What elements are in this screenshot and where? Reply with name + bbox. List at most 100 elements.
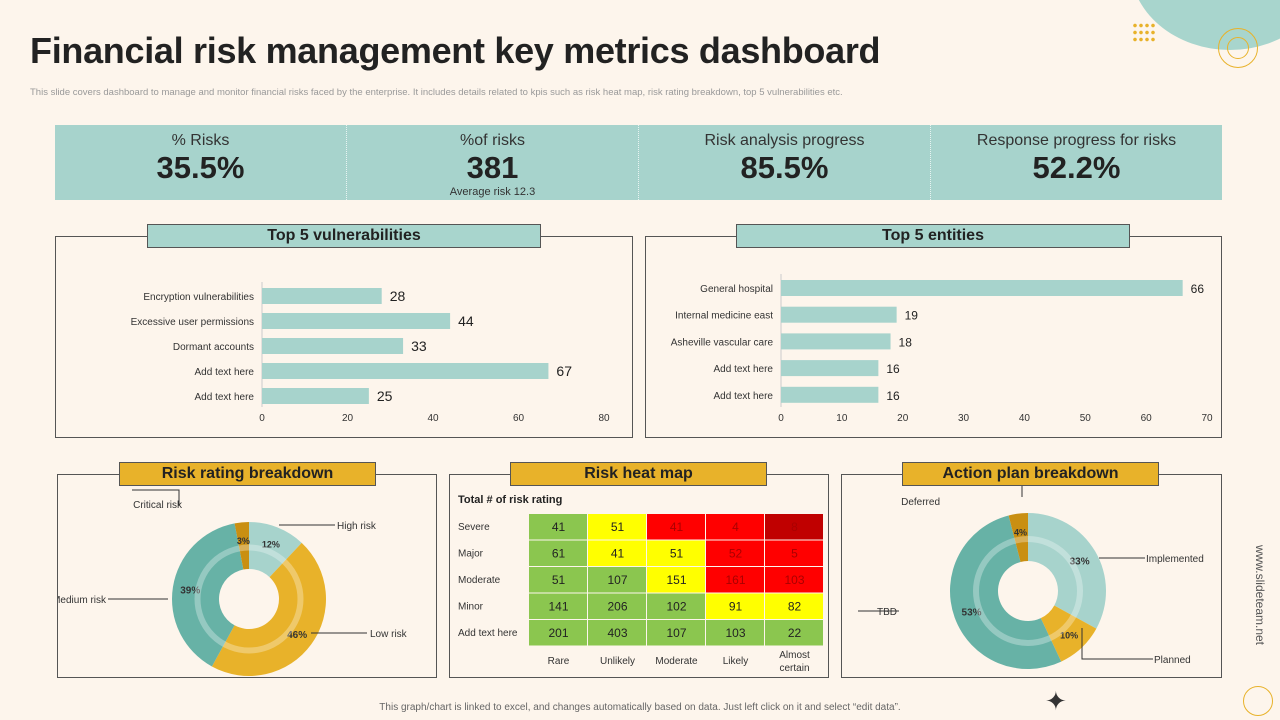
bar xyxy=(781,386,879,403)
vulnerabilities-title: Top 5 vulnerabilities xyxy=(147,224,541,248)
row-label: Severe xyxy=(458,522,490,533)
heatmap-cell-value: 151 xyxy=(666,573,686,587)
row-label: Moderate xyxy=(458,575,501,586)
heatmap-cell-value: 51 xyxy=(552,573,566,587)
tick-label: 80 xyxy=(598,413,610,424)
heatmap-cell xyxy=(765,567,823,593)
kpi-response-progress: Response progress for risks 52.2% xyxy=(931,125,1222,200)
inner-ring xyxy=(973,536,1083,646)
slice-percent-label: 3% xyxy=(237,536,250,546)
tick-label: 60 xyxy=(1141,413,1153,424)
heatmap-cell-value: 161 xyxy=(725,573,745,587)
bar xyxy=(781,280,1183,296)
bar xyxy=(781,360,879,377)
data-label: 18 xyxy=(899,335,913,349)
tick-label: 0 xyxy=(778,413,784,424)
heatmap-cell xyxy=(706,620,764,646)
heatmap-cell xyxy=(706,567,764,593)
donut-slice xyxy=(249,522,302,578)
slice-name-label: Planned xyxy=(1154,655,1191,666)
heatmap-cell-value: 206 xyxy=(607,600,627,614)
category-label: Add text here xyxy=(195,392,255,403)
entities-chart: General hospital 66 Internal medicine east… xyxy=(671,274,1213,424)
donut-slice xyxy=(1040,605,1097,662)
heatmap-cell xyxy=(529,620,587,646)
kpi-label: % Risks xyxy=(171,132,230,149)
leader-line xyxy=(1081,628,1153,660)
footer-note: This graph/chart is linked to excel, and… xyxy=(379,702,901,713)
heatmap-cell-value: 51 xyxy=(670,547,684,561)
slice-name-label: TBD xyxy=(877,607,897,618)
heatmap-title: Risk heat map xyxy=(510,462,767,486)
heatmap-cell-value: 41 xyxy=(611,547,625,561)
heatmap-cell-value: 91 xyxy=(729,600,743,614)
donut-slice xyxy=(1028,513,1106,629)
heatmap-panel: Total # of risk rating Severe 41 51 41 4 8 Majo… xyxy=(449,474,829,678)
heatmap-cell xyxy=(588,567,646,593)
slice-percent-label: 39% xyxy=(180,586,200,597)
data-label: 67 xyxy=(556,363,572,379)
data-label: 44 xyxy=(458,313,474,329)
category-label: Internal medicine east xyxy=(675,311,773,322)
heatmap-cell-value: 8 xyxy=(791,520,798,534)
action-plan-donut: 33% Implemented 10% Planned 53% TBD 4% Deferred xyxy=(858,484,1204,669)
heatmap-cell xyxy=(647,593,705,619)
kpi-label: Response progress for risks xyxy=(976,132,1177,149)
kpi-label: Risk analysis progress xyxy=(704,132,865,149)
donut-slice xyxy=(234,522,249,570)
heatmap-cell xyxy=(588,514,646,540)
data-label: 66 xyxy=(1191,282,1205,296)
heatmap-cell xyxy=(706,540,764,566)
leader-line xyxy=(948,484,1023,497)
heatmap-cell xyxy=(529,540,587,566)
category-label: Asheville vascular care xyxy=(671,337,774,348)
heatmap-cell xyxy=(588,540,646,566)
kpi-value: 52.2% xyxy=(1032,150,1121,185)
heatmap-cell xyxy=(647,567,705,593)
tick-label: 20 xyxy=(897,413,909,424)
column-label: Unlikely xyxy=(600,656,635,667)
heatmap-cell-value: 41 xyxy=(670,520,684,534)
heatmap-cell-value: 82 xyxy=(788,600,802,614)
heatmap-cell xyxy=(706,593,764,619)
heatmap-cell xyxy=(529,593,587,619)
heatmap-cell-value: 201 xyxy=(548,626,568,640)
tick-label: 50 xyxy=(1080,413,1092,424)
donut-slice xyxy=(950,515,1062,669)
bar xyxy=(262,363,549,379)
kpi-note: Average risk 12.3 xyxy=(449,186,536,198)
heatmap-cell-value: 403 xyxy=(607,626,627,640)
slice-percent-label: 4% xyxy=(1014,527,1027,537)
heatmap-cell-value: 103 xyxy=(725,626,745,640)
tick-label: 60 xyxy=(513,413,525,424)
tick-label: 40 xyxy=(1019,413,1031,424)
kpi-value: 35.5% xyxy=(156,150,245,185)
tick-label: 30 xyxy=(958,413,970,424)
kpi-value: 85.5% xyxy=(740,150,829,185)
page-title: Financial risk management key metrics da… xyxy=(30,30,881,71)
action-plan-panel: 33% Implemented 10% Planned 53% TBD 4% Deferred xyxy=(841,474,1222,678)
slice-percent-label: 46% xyxy=(287,630,307,641)
bar xyxy=(781,333,891,350)
kpi-value: 381 xyxy=(466,150,519,185)
page-subtitle: This slide covers dashboard to manage an… xyxy=(30,87,843,98)
data-label: 28 xyxy=(390,288,406,304)
tick-label: 70 xyxy=(1201,413,1213,424)
bar xyxy=(781,306,897,323)
action-plan-title: Action plan breakdown xyxy=(902,462,1159,486)
data-label: 19 xyxy=(905,309,919,323)
category-label: Add text here xyxy=(714,364,774,375)
heatmap-cell xyxy=(706,514,764,540)
bar xyxy=(262,388,369,404)
ring-decoration-bottom xyxy=(1243,686,1273,716)
entities-panel: General hospital 66 Internal medicine east… xyxy=(645,236,1222,438)
vulnerabilities-chart: Encryption vulnerabilities 28 Excessive us… xyxy=(131,282,610,424)
star-icon: ✦ xyxy=(1045,686,1067,716)
heatmap-cell xyxy=(647,514,705,540)
bar xyxy=(262,288,382,304)
heatmap-cell xyxy=(765,514,823,540)
entities-title: Top 5 entities xyxy=(736,224,1130,248)
donut-slice xyxy=(172,523,244,667)
column-label-cont: certain xyxy=(779,663,809,674)
